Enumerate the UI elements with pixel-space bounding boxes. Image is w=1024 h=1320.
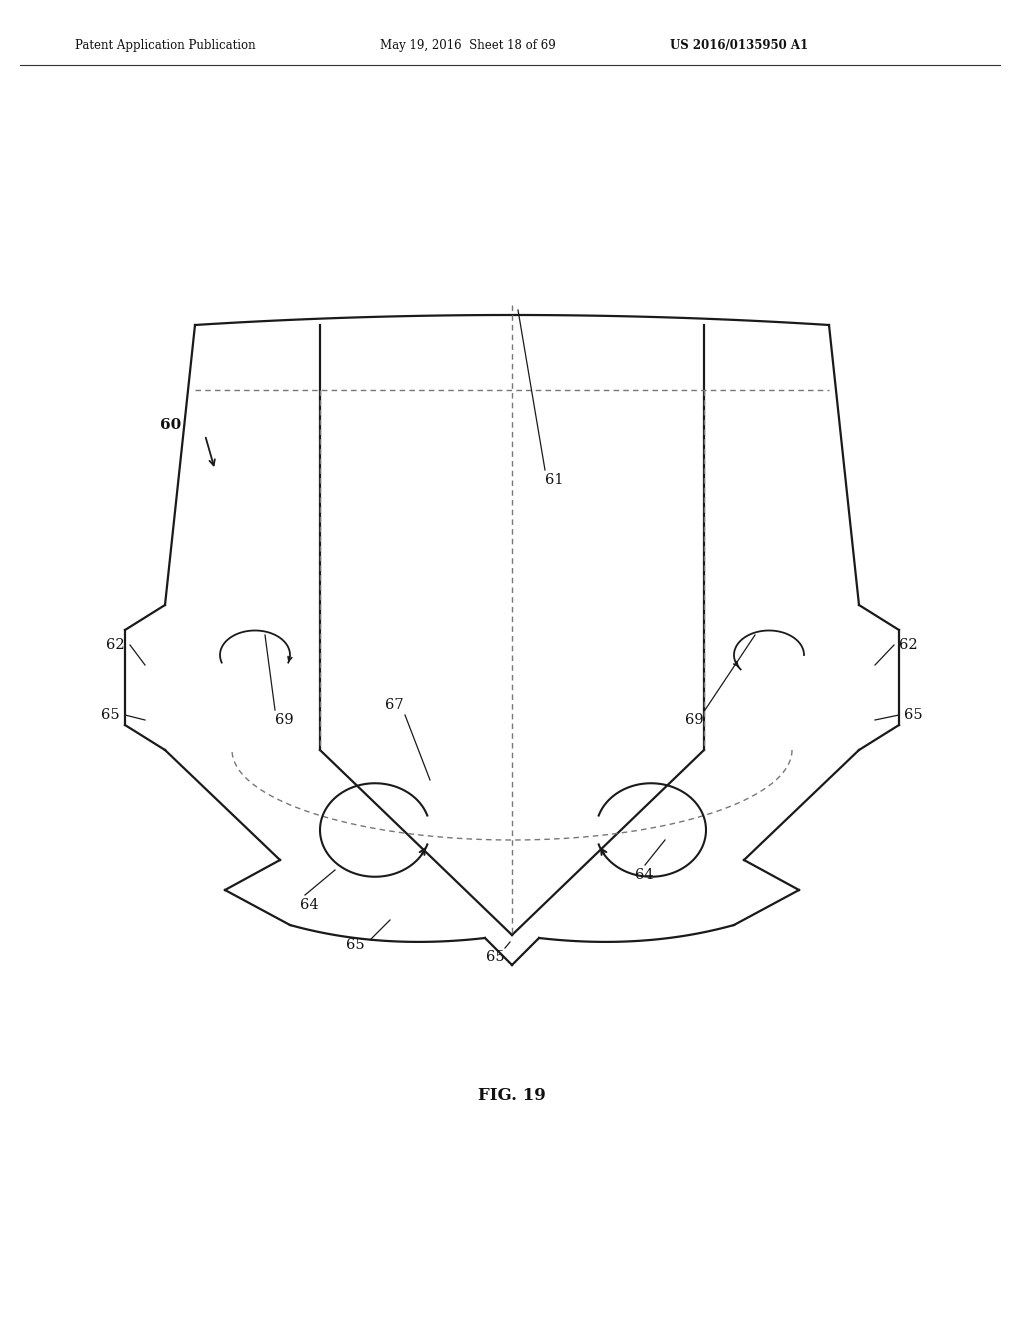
- Text: 65: 65: [346, 939, 365, 952]
- Text: 69: 69: [685, 713, 703, 727]
- Text: 64: 64: [300, 898, 318, 912]
- Text: FIG. 19: FIG. 19: [478, 1086, 546, 1104]
- Text: 67: 67: [385, 698, 403, 711]
- Text: 65: 65: [485, 950, 504, 964]
- Text: May 19, 2016  Sheet 18 of 69: May 19, 2016 Sheet 18 of 69: [380, 38, 556, 51]
- Text: 61: 61: [545, 473, 563, 487]
- Text: 62: 62: [899, 638, 918, 652]
- Text: 65: 65: [101, 708, 120, 722]
- Text: Patent Application Publication: Patent Application Publication: [75, 38, 256, 51]
- Text: 62: 62: [106, 638, 125, 652]
- Text: US 2016/0135950 A1: US 2016/0135950 A1: [670, 38, 808, 51]
- Text: 69: 69: [275, 713, 294, 727]
- Text: 65: 65: [904, 708, 923, 722]
- Text: 64: 64: [635, 869, 653, 882]
- Text: 60: 60: [160, 418, 181, 432]
